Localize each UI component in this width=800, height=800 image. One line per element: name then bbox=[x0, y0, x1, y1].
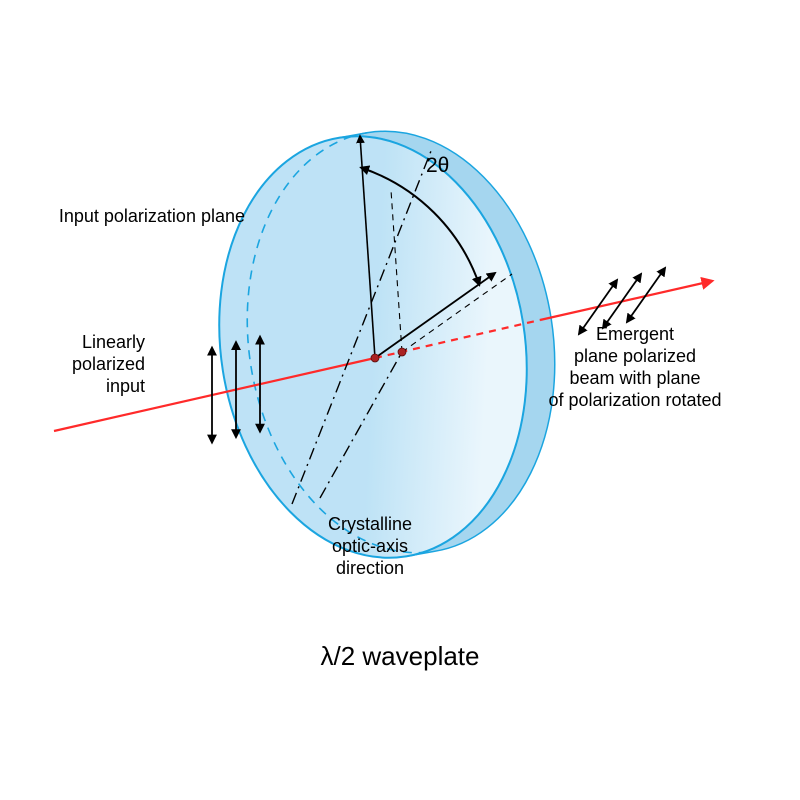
diagram-title: λ/2 waveplate bbox=[321, 641, 480, 671]
center-dot-back bbox=[398, 348, 406, 356]
beam-outgoing bbox=[540, 281, 712, 320]
label-linearly-polarized-input: Linearlypolarizedinput bbox=[72, 332, 145, 396]
label-two-theta: 2θ bbox=[426, 154, 449, 177]
label-input-polarization-plane: Input polarization plane bbox=[59, 206, 245, 226]
center-dot-front bbox=[371, 354, 379, 362]
label-crystalline-optic-axis: Crystallineoptic-axisdirection bbox=[328, 514, 412, 578]
waveplate-diagram: Input polarization plane 2θ Linearlypolari… bbox=[0, 0, 800, 800]
label-emergent-beam: Emergentplane polarizedbeam with planeof… bbox=[548, 324, 721, 410]
output-pol-arrow-a-2 bbox=[646, 268, 665, 295]
